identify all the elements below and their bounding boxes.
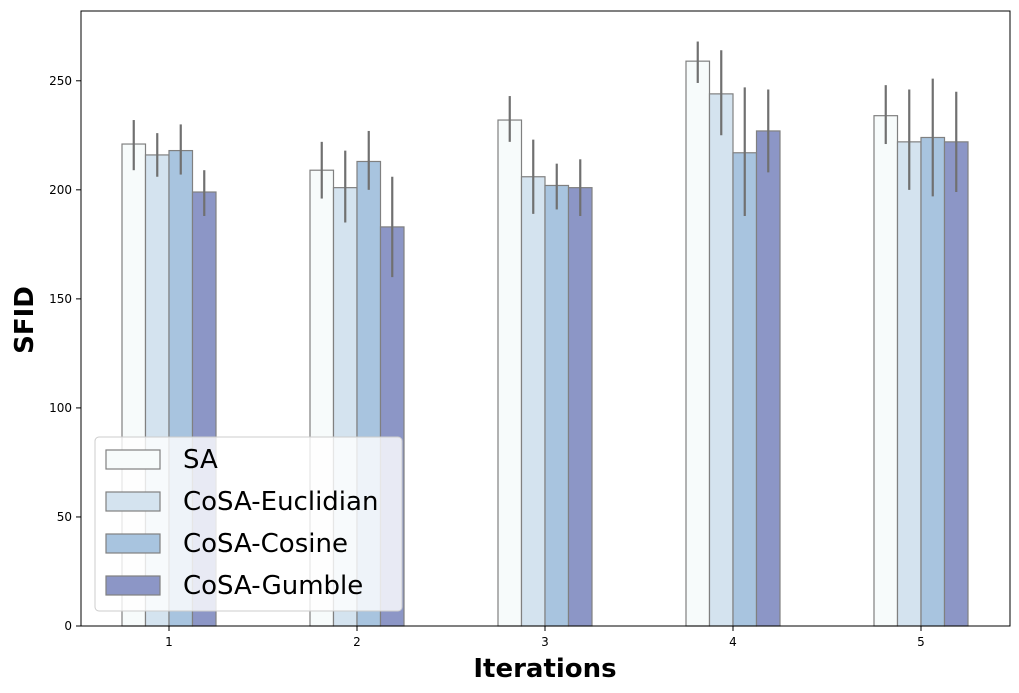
y-tick-label: 150 (49, 292, 72, 306)
x-tick-label: 3 (541, 635, 549, 649)
x-tick-label: 5 (917, 635, 925, 649)
bar-cosa-euclidian-3 (520, 176, 546, 627)
legend-swatch-sa (105, 449, 161, 470)
plot-frame (80, 10, 1011, 627)
bar-sa-5 (873, 115, 899, 627)
legend-swatch-cosa-euclidian (105, 491, 161, 512)
bar-cosa-cosine-5 (920, 136, 946, 627)
x-tick-label: 4 (729, 635, 737, 649)
bar-cosa-gumble-3 (567, 187, 593, 627)
bar-cosa-gumble-4 (755, 130, 781, 627)
bar-cosa-euclidian-4 (708, 93, 734, 627)
legend: SA CoSA-Euclidian CoSA-Cosine CoSA-Gumble (94, 436, 403, 612)
y-tick-label: 0 (64, 619, 72, 633)
legend-swatch-cosa-cosine (105, 533, 161, 554)
y-tick-label: 200 (49, 183, 72, 197)
legend-label-cosa-euclidian: CoSA-Euclidian (183, 487, 378, 517)
legend-label-cosa-cosine: CoSA-Cosine (183, 529, 348, 559)
x-tick-label: 2 (353, 635, 361, 649)
legend-label-cosa-gumble: CoSA-Gumble (183, 571, 363, 601)
x-axis-ticks: 1 2 3 4 5 (165, 626, 925, 649)
y-tick-label: 250 (49, 74, 72, 88)
bar-cosa-cosine-4 (732, 152, 758, 627)
bar-cosa-euclidian-5 (896, 141, 922, 627)
bar-sa-3 (497, 119, 523, 627)
y-tick-label: 50 (57, 510, 72, 524)
legend-label-sa: SA (183, 445, 218, 475)
y-tick-label: 100 (49, 401, 72, 415)
x-axis-label: Iterations (473, 654, 616, 684)
y-axis-ticks: 0 50 100 150 200 250 (49, 74, 81, 633)
bar-sa-4 (685, 60, 711, 627)
bar-cosa-gumble-5 (943, 141, 969, 627)
y-axis-label: SFID (10, 286, 40, 354)
bar-cosa-cosine-3 (544, 184, 570, 627)
x-tick-label: 1 (165, 635, 173, 649)
legend-swatch-cosa-gumble (105, 575, 161, 596)
legend-box (94, 436, 403, 612)
